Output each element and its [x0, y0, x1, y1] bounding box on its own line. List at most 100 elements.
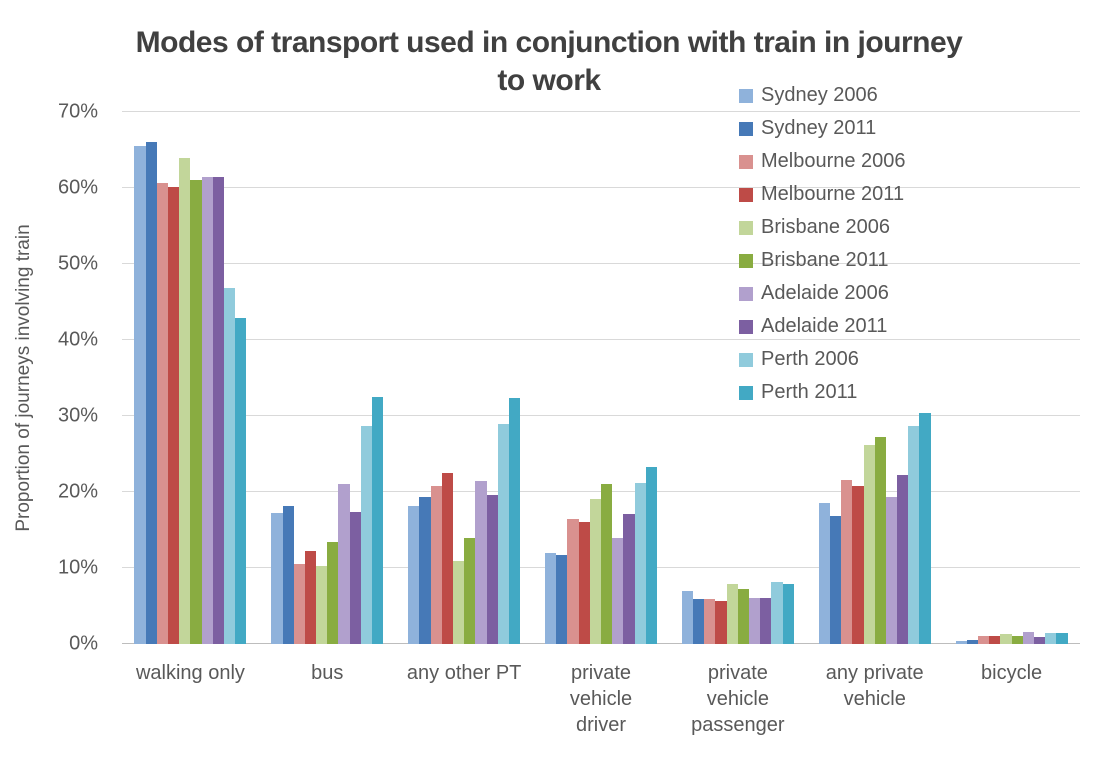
- x-axis-category-label-line: vehicle: [569, 688, 633, 710]
- legend-label: Brisbane 2011: [761, 249, 889, 271]
- chart-title: Modes of transport used in conjunction w…: [0, 24, 1098, 100]
- bar[interactable]: [282, 506, 294, 644]
- bar[interactable]: [545, 552, 557, 644]
- bar[interactable]: [601, 483, 613, 644]
- bar[interactable]: [475, 481, 487, 644]
- bar[interactable]: [556, 555, 568, 644]
- bar[interactable]: [338, 483, 350, 644]
- gridline: [122, 415, 1080, 416]
- bar[interactable]: [715, 600, 727, 644]
- bar[interactable]: [497, 424, 509, 644]
- bar[interactable]: [360, 425, 373, 644]
- legend-item[interactable]: Perth 2006: [739, 343, 906, 376]
- legend-item[interactable]: Perth 2011: [739, 376, 906, 409]
- bar[interactable]: [179, 158, 191, 644]
- x-axis-category-label-line: private: [570, 662, 632, 684]
- legend-swatch-icon: [739, 286, 753, 301]
- bar[interactable]: [430, 485, 442, 644]
- bar[interactable]: [201, 176, 213, 644]
- chart-title-line-2: to work: [497, 64, 601, 97]
- x-axis-category-label: walking only: [122, 660, 259, 738]
- legend-swatch-icon: [739, 319, 753, 334]
- bar[interactable]: [145, 141, 157, 644]
- bar[interactable]: [919, 412, 931, 644]
- bar[interactable]: [885, 497, 898, 644]
- bar[interactable]: [486, 495, 498, 644]
- bar[interactable]: [589, 498, 601, 644]
- bar[interactable]: [419, 497, 431, 644]
- gridline: [122, 187, 1080, 188]
- bar[interactable]: [726, 583, 738, 644]
- bar[interactable]: [681, 590, 694, 644]
- legend-swatch-icon: [739, 121, 753, 136]
- legend-item[interactable]: Brisbane 2011: [739, 244, 906, 277]
- y-axis-tick-label: 20%: [57, 480, 98, 503]
- bar[interactable]: [567, 518, 579, 644]
- bar[interactable]: [852, 485, 864, 644]
- legend-swatch-icon: [739, 352, 753, 367]
- bar[interactable]: [271, 513, 283, 644]
- bar[interactable]: [452, 561, 465, 644]
- legend-item[interactable]: Brisbane 2006: [739, 211, 906, 244]
- legend-item[interactable]: Sydney 2006: [739, 79, 906, 112]
- bar[interactable]: [863, 444, 875, 644]
- bar[interactable]: [212, 176, 224, 644]
- bar[interactable]: [1056, 633, 1068, 644]
- legend-item[interactable]: Adelaide 2006: [739, 277, 906, 310]
- bar[interactable]: [578, 521, 590, 644]
- bar[interactable]: [623, 514, 635, 644]
- bar[interactable]: [168, 187, 180, 644]
- bar[interactable]: [304, 551, 317, 644]
- bar[interactable]: [771, 581, 783, 644]
- bar[interactable]: [989, 635, 1001, 644]
- legend-swatch-icon: [739, 220, 753, 235]
- bar[interactable]: [235, 317, 247, 644]
- bar[interactable]: [508, 397, 521, 644]
- bar[interactable]: [645, 466, 657, 644]
- bar[interactable]: [841, 479, 853, 644]
- bar[interactable]: [874, 436, 886, 644]
- bar[interactable]: [737, 588, 750, 644]
- bar[interactable]: [612, 537, 624, 644]
- bar[interactable]: [441, 473, 453, 644]
- bar[interactable]: [978, 636, 990, 644]
- bar[interactable]: [190, 179, 202, 644]
- bar[interactable]: [955, 640, 967, 644]
- bar[interactable]: [749, 598, 761, 644]
- legend-item[interactable]: Adelaide 2011: [739, 310, 906, 343]
- bar[interactable]: [464, 538, 476, 644]
- bar[interactable]: [760, 597, 772, 644]
- bar[interactable]: [634, 482, 646, 644]
- bar[interactable]: [897, 474, 909, 644]
- bar[interactable]: [782, 583, 794, 644]
- x-axis-category-label-line: vehicle: [843, 688, 906, 710]
- legend: Sydney 2006 Sydney 2011 Melbourne 2006 Melb…: [739, 79, 906, 409]
- bar[interactable]: [156, 182, 169, 644]
- legend-item[interactable]: Melbourne 2011: [739, 178, 906, 211]
- bar[interactable]: [327, 542, 339, 644]
- bar[interactable]: [316, 565, 328, 644]
- bar[interactable]: [966, 640, 979, 644]
- bar[interactable]: [818, 503, 830, 644]
- bar[interactable]: [349, 511, 361, 644]
- bar[interactable]: [1011, 635, 1023, 644]
- bar[interactable]: [1000, 634, 1012, 644]
- bar[interactable]: [908, 425, 920, 644]
- legend-item[interactable]: Melbourne 2006: [739, 145, 906, 178]
- bar[interactable]: [1022, 631, 1034, 644]
- bar[interactable]: [704, 599, 716, 644]
- bar[interactable]: [134, 146, 146, 644]
- bar[interactable]: [372, 397, 384, 644]
- bar[interactable]: [408, 506, 420, 644]
- bar[interactable]: [1045, 633, 1057, 644]
- bar[interactable]: [1033, 637, 1046, 644]
- x-axis-category-label-line: private: [707, 662, 768, 684]
- legend-item[interactable]: Sydney 2011: [739, 112, 906, 145]
- bar[interactable]: [693, 599, 705, 644]
- y-axis-tick-label: 70%: [57, 100, 98, 123]
- x-axis-category-labels: walking only bus any other PT private vehicl…: [122, 660, 1080, 738]
- legend-swatch-icon: [739, 187, 753, 202]
- bar[interactable]: [223, 287, 236, 644]
- bar[interactable]: [293, 564, 305, 644]
- bar[interactable]: [829, 515, 842, 644]
